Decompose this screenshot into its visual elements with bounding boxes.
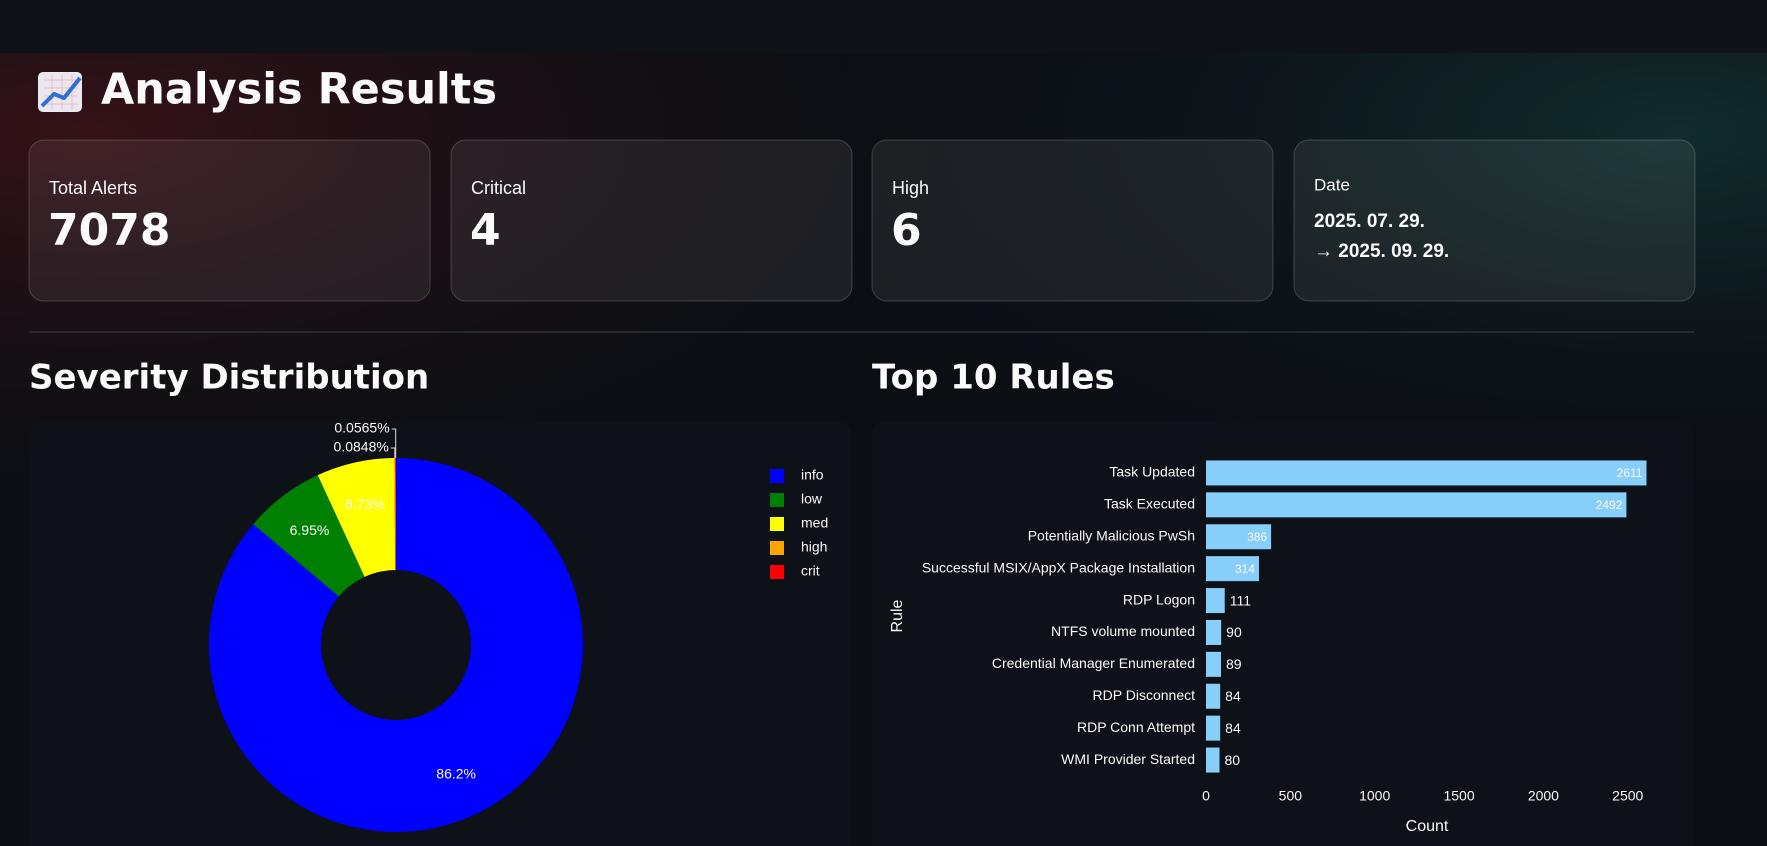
metric-label: High (892, 178, 929, 198)
metric-card (450, 139, 853, 302)
date-line: → 2025. 09. 29. (1314, 241, 1449, 262)
legend-label: info (801, 467, 824, 483)
slice-label: 0.0565% (334, 420, 389, 436)
bar-value-label: 2611 (1617, 466, 1643, 480)
legend-label: crit (801, 563, 820, 579)
legend-label: med (801, 515, 828, 531)
leader-line (390, 447, 396, 459)
title-icon (38, 72, 82, 112)
bar-value-label: 90 (1226, 624, 1242, 640)
metric-value: 6 (891, 205, 922, 256)
metric-card (871, 139, 1274, 302)
y-tick-label: NTFS volume mounted (1051, 623, 1195, 639)
date-label: Date (1314, 175, 1350, 194)
legend-swatch (770, 517, 784, 531)
page-title: Analysis Results (101, 65, 497, 115)
bar (1206, 588, 1225, 614)
x-tick-label: 2000 (1528, 788, 1559, 804)
bar (1206, 683, 1221, 709)
x-tick-label: 500 (1279, 788, 1303, 804)
legend-swatch (770, 541, 784, 555)
legend-swatch (770, 469, 784, 483)
bar-value-label: 2492 (1596, 498, 1623, 512)
y-tick-label: Task Executed (1104, 496, 1195, 512)
y-tick-label: Successful MSIX/AppX Package Installatio… (922, 559, 1195, 575)
metric-value: 7078 (48, 205, 170, 256)
x-tick-label: 0 (1202, 788, 1210, 804)
slice-label: 6.95% (290, 522, 330, 538)
bar-value-label: 84 (1225, 688, 1241, 704)
bar (1206, 715, 1221, 741)
bar-value-label: 84 (1225, 720, 1241, 736)
legend-label: high (801, 539, 827, 555)
y-tick-label: RDP Conn Attempt (1077, 719, 1195, 735)
pie-slice (253, 475, 365, 597)
slice-label: 6.73% (345, 496, 385, 512)
bar-value-label: 80 (1224, 752, 1240, 768)
metric-card (1293, 139, 1696, 302)
bar (1206, 492, 1627, 518)
bar-value-label: 386 (1247, 530, 1267, 544)
slice-label: 0.0848% (334, 439, 389, 455)
y-tick-label: RDP Logon (1123, 591, 1195, 607)
y-tick-label: Credential Manager Enumerated (992, 655, 1195, 671)
pie-slice (394, 458, 396, 571)
chart-title: Top 10 Rules (872, 358, 1115, 398)
x-tick-label: 1500 (1443, 788, 1474, 804)
y-tick-label: Task Updated (1109, 464, 1195, 480)
bar (1206, 747, 1220, 773)
legend-swatch (770, 565, 784, 579)
legend-label: low (801, 491, 823, 507)
bar (1206, 651, 1222, 677)
slice-label: 86.2% (436, 765, 476, 781)
x-tick-label: 2500 (1612, 788, 1643, 804)
date-line: 2025. 07. 29. (1314, 211, 1425, 232)
legend-swatch (770, 493, 784, 507)
bar (1206, 460, 1647, 486)
pie-slice (317, 458, 396, 577)
metric-label: Critical (471, 178, 526, 198)
bar-value-label: 89 (1226, 656, 1242, 672)
bar-value-label: 314 (1235, 562, 1255, 576)
chart-panel (29, 421, 851, 846)
x-tick-label: 1000 (1359, 788, 1390, 804)
pie-slice (208, 458, 584, 833)
metric-label: Total Alerts (49, 178, 137, 198)
y-tick-label: WMI Provider Started (1061, 751, 1195, 767)
x-axis-label: Count (1406, 818, 1449, 835)
top-bar (0, 0, 1767, 53)
y-axis-label: Rule (889, 599, 906, 632)
metric-value: 4 (470, 205, 501, 256)
bar (1206, 556, 1259, 582)
leader-line (391, 428, 397, 459)
y-tick-label: Potentially Malicious PwSh (1028, 527, 1195, 543)
chart-panel (872, 421, 1694, 846)
metric-card (28, 139, 431, 302)
pie-slice (395, 458, 396, 571)
y-tick-label: RDP Disconnect (1093, 687, 1196, 703)
chart-title: Severity Distribution (29, 358, 429, 398)
bar (1206, 524, 1272, 550)
bar (1206, 619, 1222, 645)
bar-value-label: 111 (1230, 592, 1251, 608)
